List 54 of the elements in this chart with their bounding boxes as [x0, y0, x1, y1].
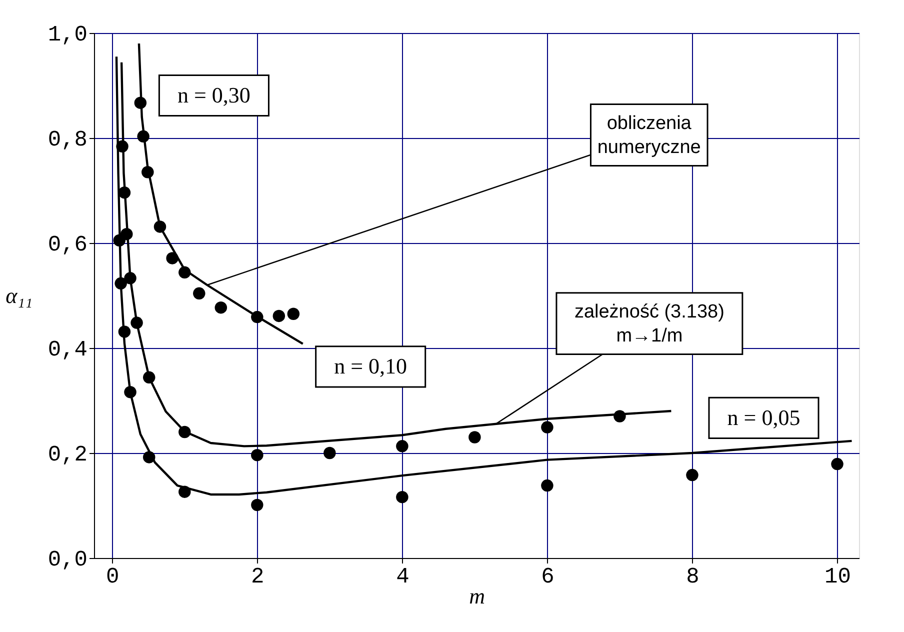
point [137, 130, 150, 143]
point [541, 421, 554, 434]
point [134, 96, 147, 109]
point [178, 486, 191, 498]
point [118, 186, 131, 199]
point [468, 431, 481, 444]
point [251, 448, 264, 462]
point [396, 490, 408, 504]
point [287, 308, 300, 320]
point [251, 310, 264, 324]
point [324, 446, 336, 460]
point [142, 166, 154, 178]
x-tick-label: 10 [824, 564, 851, 590]
point [124, 386, 136, 398]
point [154, 220, 166, 233]
point [124, 272, 136, 284]
text: n = 0,10 [334, 354, 408, 379]
point [178, 266, 191, 279]
line-series [115, 56, 853, 496]
point [114, 277, 127, 290]
point [130, 316, 143, 329]
y-tick-label: 0,6 [48, 232, 88, 258]
point [116, 140, 128, 153]
point [251, 498, 264, 512]
y-tick-label: 0,2 [48, 442, 88, 468]
x-tick-label: 6 [541, 564, 554, 590]
point [193, 287, 206, 300]
series-label: n = 0,05 [727, 404, 800, 430]
point [686, 468, 698, 482]
point [166, 252, 178, 264]
y-tick-label: 0,8 [48, 128, 88, 152]
point [142, 371, 156, 384]
x-tick-label: 0 [106, 564, 120, 590]
point [178, 426, 191, 438]
point [396, 440, 408, 452]
point [113, 234, 126, 246]
point [118, 326, 131, 338]
annotation: obliczenia numeryczne [597, 113, 701, 158]
point [541, 479, 554, 492]
point [214, 301, 228, 314]
point [272, 310, 286, 322]
point [831, 458, 844, 470]
y-axis-title: α₁₁ [6, 283, 32, 308]
x-tick-label: 4 [396, 564, 410, 590]
x-tick-label: 8 [686, 564, 700, 590]
y-tick-label: 0,0 [48, 548, 88, 572]
point [614, 410, 626, 422]
y-tick-label: 0,4 [48, 338, 88, 362]
y-tick-label: 1,0 [48, 22, 88, 48]
annotation: zależność (3.138) m→1/m [574, 302, 724, 346]
series-label: n = 0,30 [177, 82, 250, 108]
point [142, 451, 156, 464]
x-tick-label: 2 [251, 564, 264, 590]
x-axis-title: m [469, 584, 485, 608]
